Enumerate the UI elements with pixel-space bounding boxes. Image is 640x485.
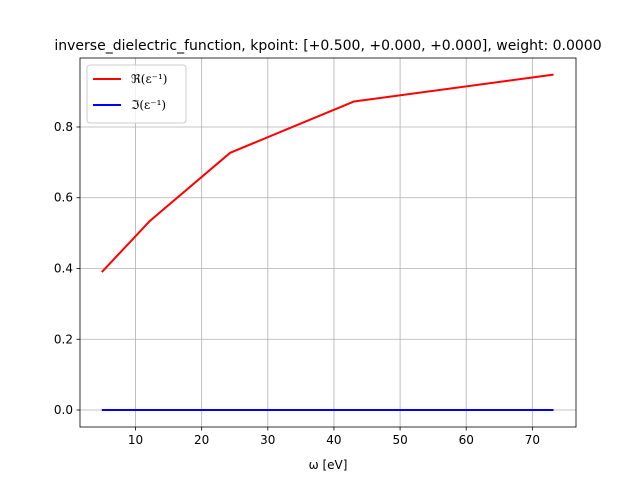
x-axis-label: ω [eV]: [309, 458, 348, 472]
x-tick-label: 20: [194, 433, 209, 447]
x-tick-label: 70: [525, 433, 540, 447]
y-tick-label: 0.0: [54, 403, 73, 417]
series-lines: [101, 73, 554, 412]
y-tick-label: 0.6: [54, 191, 73, 205]
x-tick-label: 40: [326, 433, 341, 447]
legend-label-imaginary: ℑ(ε⁻¹): [131, 98, 166, 112]
y-tick-label: 0.4: [54, 262, 73, 276]
y-axis-ticks: 0.0 0.2 0.4 0.6 0.8: [54, 120, 80, 417]
y-tick-label: 0.2: [54, 332, 73, 346]
y-tick-label: 0.8: [54, 120, 73, 134]
x-tick-label: 30: [260, 433, 275, 447]
plot-frame: [79, 57, 577, 428]
x-tick-label: 50: [392, 433, 407, 447]
x-tick-label: 60: [459, 433, 474, 447]
legend: ℜ(ε⁻¹) ℑ(ε⁻¹): [86, 64, 187, 124]
chart-title: inverse_dielectric_function, kpoint: [+0…: [54, 38, 601, 54]
legend-label-real: ℜ(ε⁻¹): [131, 72, 168, 86]
x-axis-ticks: 10 20 30 40 50 60 70: [128, 427, 540, 447]
series-line-real: [101, 73, 554, 273]
x-tick-label: 10: [128, 433, 143, 447]
